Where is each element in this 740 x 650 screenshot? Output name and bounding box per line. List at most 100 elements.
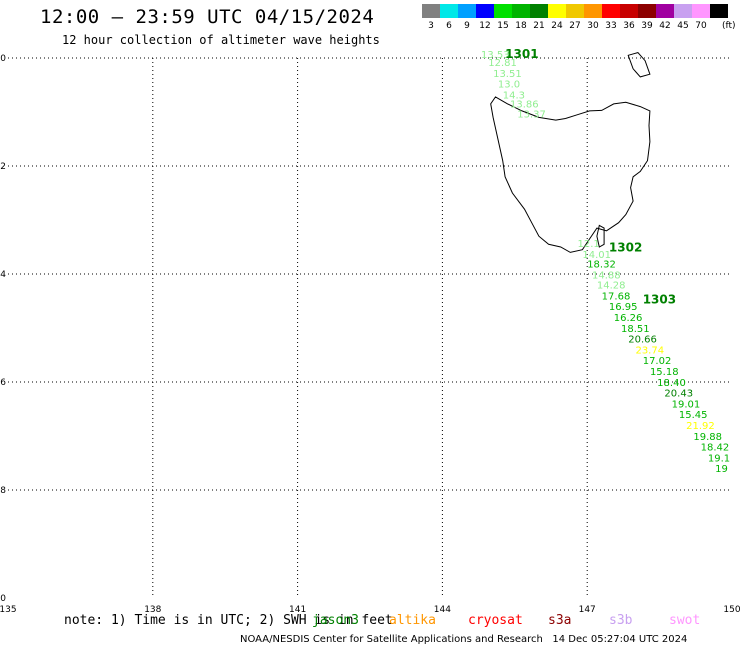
satellite-legend-item: cryosat	[468, 613, 523, 628]
scale-label: 12	[479, 21, 491, 31]
track-id-label: 1301	[505, 47, 538, 61]
lon-tick-label: 150	[723, 605, 740, 615]
scale-label: 36	[623, 21, 635, 31]
wave-height-label: 19.88	[693, 432, 722, 443]
scale-cell: 33	[602, 4, 620, 31]
scale-cell	[710, 4, 728, 31]
lat-tick-label: -50	[0, 594, 6, 604]
wave-height-label: 17.68	[602, 291, 631, 302]
tasmania-coastline	[490, 96, 651, 253]
scale-cell: 6	[440, 4, 458, 31]
scale-label: 27	[569, 21, 581, 31]
wave-height-label: 19.01	[672, 399, 701, 410]
scale-swatch	[512, 4, 530, 18]
wave-height-label: 23.74	[635, 345, 664, 356]
wave-height-label: 19.1	[708, 453, 730, 464]
scale-cell: 24	[548, 4, 566, 31]
scale-swatch	[476, 4, 494, 18]
lon-tick-label: 141	[289, 605, 306, 615]
scale-swatch	[602, 4, 620, 18]
scale-swatch	[584, 4, 602, 18]
wave-height-label: 18.40	[657, 378, 686, 389]
scale-swatch	[674, 4, 692, 18]
scale-swatch	[422, 4, 440, 18]
scale-cell: 18	[512, 4, 530, 31]
scale-swatch	[620, 4, 638, 18]
credit-text: NOAA/NESDIS Center for Satellite Applica…	[240, 634, 543, 645]
scale-label: 45	[677, 21, 689, 31]
scale-label: 30	[587, 21, 599, 31]
wave-height-label: 13.53	[481, 50, 510, 61]
flinders-island-coastline	[627, 52, 651, 78]
scale-swatch	[638, 4, 656, 18]
wave-height-label: 13.51	[493, 69, 522, 80]
scale-swatch	[548, 4, 566, 18]
generated-timestamp: 14 Dec 05:27:04 UTC 2024	[552, 634, 688, 645]
lat-tick-label: -40	[0, 54, 6, 64]
wave-height-label: 15.18	[650, 367, 679, 378]
scale-label: 18	[515, 21, 527, 31]
scale-label: 42	[659, 21, 671, 31]
wave-height-label: 18.51	[621, 324, 650, 335]
scale-swatch	[656, 4, 674, 18]
wave-height-label: 13.37	[517, 109, 546, 120]
wave-height-label: 13.0	[498, 80, 520, 91]
lat-tick-label: -42	[0, 162, 6, 172]
lon-tick-label: 135	[0, 605, 17, 615]
satellite-legend-item: swot	[669, 613, 701, 628]
track-id-label: 1302	[609, 240, 642, 254]
scale-swatch	[458, 4, 476, 18]
scale-label: 70	[695, 21, 707, 31]
scale-cell: 9	[458, 4, 476, 31]
wave-height-label: 14.01	[582, 250, 611, 261]
scale-label: 33	[605, 21, 617, 31]
wave-height-label: 14.28	[597, 281, 626, 292]
wave-height-label: 18.32	[587, 260, 616, 271]
wave-height-label: 18.42	[701, 443, 730, 454]
wave-height-label: 15.45	[679, 410, 708, 421]
scale-label: 3	[428, 21, 434, 31]
scale-swatch	[494, 4, 512, 18]
scale-swatch	[566, 4, 584, 18]
scale-cell: 45	[674, 4, 692, 31]
bruny-island-coastline	[596, 224, 605, 248]
satellite-legend-item: altika	[389, 613, 436, 628]
scale-cell: 30	[584, 4, 602, 31]
scale-cell: 36	[620, 4, 638, 31]
wave-height-label: 12.1	[578, 239, 600, 250]
page-title: 12:00 – 23:59 UTC 04/15/2024	[40, 6, 375, 28]
scale-cell: 21	[530, 4, 548, 31]
lat-tick-label: -46	[0, 378, 6, 388]
page-subtitle: 12 hour collection of altimeter wave hei…	[62, 33, 380, 47]
wave-height-label: 14.3	[503, 91, 525, 102]
scale-swatch	[530, 4, 548, 18]
wave-height-label: 19	[715, 464, 728, 475]
scale-cell: 12	[476, 4, 494, 31]
scale-cell: 15	[494, 4, 512, 31]
scale-swatch	[692, 4, 710, 18]
scale-swatch	[440, 4, 458, 18]
scale-label: 9	[464, 21, 470, 31]
satellite-legend-item: jason3	[312, 613, 359, 628]
scale-label: 6	[446, 21, 452, 31]
wave-height-label: 17.02	[643, 356, 672, 367]
wave-height-label: 14.88	[592, 270, 621, 281]
lon-tick-label: 138	[144, 605, 161, 615]
wave-height-label: 16.95	[609, 302, 638, 313]
credit-line: NOAA/NESDIS Center for Satellite Applica…	[240, 634, 687, 645]
scale-label: 15	[497, 21, 509, 31]
wave-height-label: 13.86	[510, 100, 539, 111]
wave-height-label: 21.92	[686, 421, 715, 432]
footer-note: note: 1) Time is in UTC; 2) SWH is in fe…	[64, 613, 393, 628]
satellite-legend-item: s3a	[548, 613, 572, 628]
scale-swatch	[710, 4, 728, 18]
scale-label: 39	[641, 21, 653, 31]
wave-height-label: 12.81	[488, 58, 517, 69]
wave-height-label: 16.26	[614, 313, 643, 324]
scale-cell: 70	[692, 4, 710, 31]
scale-cell: 27	[566, 4, 584, 31]
color-scale-legend: 3 6 9 12 15 18 21 24 27 30 33 36 39 42 45 70	[422, 4, 728, 31]
scale-label: 24	[551, 21, 563, 31]
scale-cell: 39	[638, 4, 656, 31]
scale-cell: 42	[656, 4, 674, 31]
